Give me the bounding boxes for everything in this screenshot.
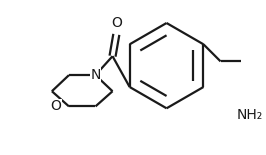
Text: O: O xyxy=(50,99,61,113)
Text: N: N xyxy=(90,68,101,82)
Text: NH₂: NH₂ xyxy=(237,108,263,122)
Text: O: O xyxy=(111,16,122,30)
